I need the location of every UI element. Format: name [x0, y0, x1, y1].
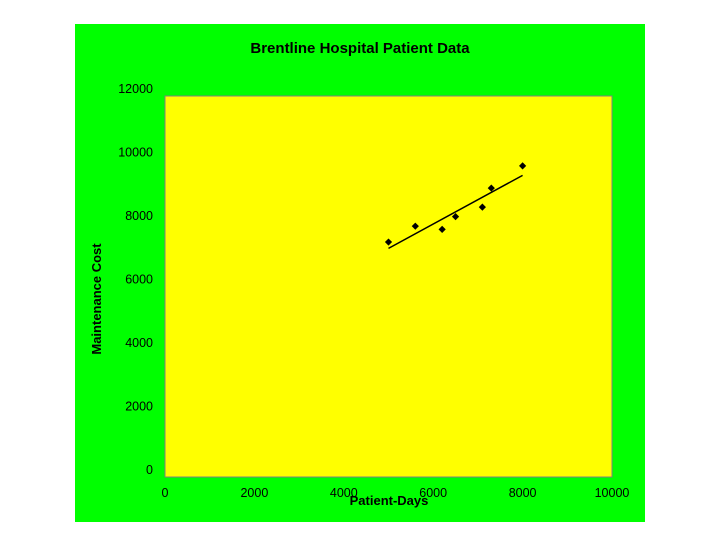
x-tick-label: 0	[162, 486, 169, 500]
y-tick-label: 0	[146, 463, 153, 477]
x-axis-label: Patient-Days	[350, 493, 429, 508]
data-point	[451, 213, 460, 221]
chart-area: Brentline Hospital Patient Data 0 2000 400…	[75, 24, 645, 522]
x-tick-label: 6000	[419, 486, 447, 500]
x-tick-label: 4000	[330, 486, 358, 500]
x-tick-label: 8000	[509, 486, 537, 500]
y-tick-label: 2000	[125, 400, 153, 414]
data-point	[487, 184, 495, 192]
y-tick-label: 4000	[125, 336, 153, 350]
data-point	[519, 162, 527, 170]
data-point	[384, 238, 393, 246]
x-axis-ticks: 0 2000 4000 6000 8000 10000	[162, 486, 630, 500]
data-points	[384, 162, 527, 246]
scatter-chart: Brentline Hospital Patient Data 0 2000 400…	[89, 40, 630, 508]
data-point	[438, 225, 446, 233]
chart-title: Brentline Hospital Patient Data	[250, 40, 470, 57]
data-point	[478, 203, 486, 211]
y-axis-ticks: 0 2000 4000 6000 8000 10000 12000	[118, 82, 153, 477]
y-tick-label: 12000	[118, 82, 153, 96]
y-tick-label: 6000	[125, 273, 153, 287]
x-tick-label: 10000	[595, 486, 630, 500]
x-tick-label: 2000	[240, 486, 268, 500]
plot-area	[164, 95, 613, 478]
data-point	[411, 222, 419, 230]
y-tick-label: 10000	[118, 146, 153, 160]
trendline	[388, 174, 523, 250]
y-axis-label: Maintenance Cost	[89, 243, 104, 355]
y-tick-label: 8000	[125, 209, 153, 223]
